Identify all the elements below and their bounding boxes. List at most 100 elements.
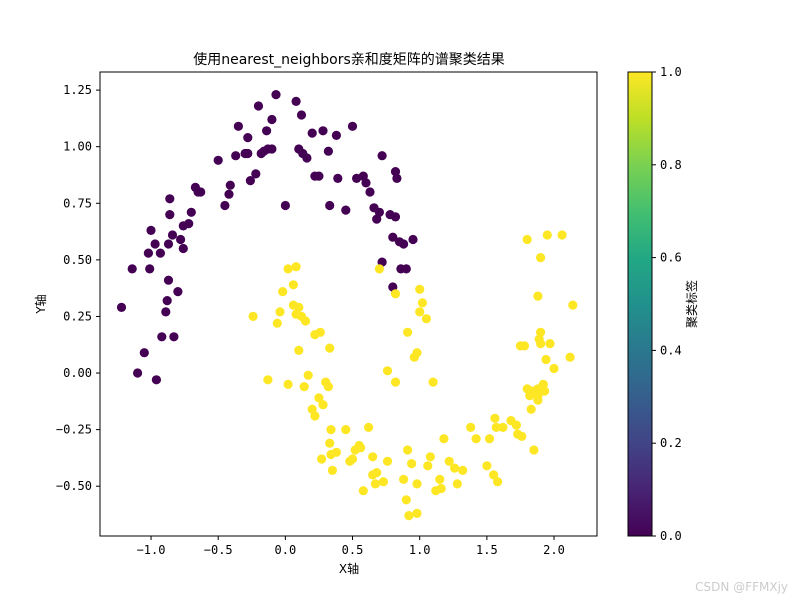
data-point-cluster-1	[288, 280, 298, 290]
data-point-cluster-1	[263, 375, 273, 385]
y-tick-label: 0.50	[63, 253, 92, 267]
data-point-cluster-1	[417, 298, 427, 308]
colorbar-ticks: 0.0 0.2 0.4 0.6 0.8 1.0	[652, 65, 682, 543]
data-point-cluster-1	[541, 354, 551, 365]
data-point-cluster-1	[412, 479, 422, 489]
data-point-cluster-1	[536, 339, 546, 349]
data-point-cluster-1	[484, 434, 495, 444]
data-point-cluster-1	[423, 461, 433, 471]
data-point-cluster-1	[489, 470, 499, 480]
data-point-cluster-1	[403, 327, 413, 337]
data-point-cluster-0	[161, 307, 171, 317]
data-point-cluster-1	[493, 477, 503, 487]
data-point-cluster-1	[435, 474, 445, 484]
y-axis: −0.50 −0.25 0.00 0.25 0.50 0.75 1.00 1.25	[56, 83, 100, 493]
data-point-cluster-1	[283, 379, 293, 389]
data-point-cluster-1	[568, 300, 578, 310]
data-point-cluster-1	[370, 479, 380, 489]
data-point-cluster-0	[245, 176, 255, 186]
data-point-cluster-1	[356, 443, 366, 453]
data-point-cluster-1	[299, 382, 309, 392]
data-point-cluster-0	[143, 248, 153, 258]
data-point-cluster-0	[296, 110, 307, 120]
colorbar-tick-label: 0.0	[660, 529, 682, 543]
data-point-cluster-0	[213, 155, 223, 165]
data-point-cluster-1	[364, 422, 374, 432]
data-point-cluster-0	[251, 169, 261, 179]
colorbar-tick-label: 0.6	[660, 251, 682, 265]
data-point-cluster-0	[333, 173, 343, 183]
data-point-cluster-1	[519, 341, 530, 351]
x-tick-label: 0.0	[275, 543, 297, 557]
data-point-cluster-1	[404, 510, 414, 521]
y-tick-label: −0.25	[56, 423, 92, 437]
data-point-cluster-1	[533, 291, 543, 301]
data-point-cluster-1	[517, 431, 527, 441]
data-point-cluster-1	[421, 314, 431, 324]
data-point-cluster-0	[341, 205, 351, 215]
data-point-cluster-1	[347, 454, 358, 464]
y-tick-label: 1.25	[63, 83, 92, 97]
data-point-cluster-0	[151, 375, 161, 385]
data-point-cluster-1	[382, 456, 393, 466]
data-point-cluster-0	[127, 264, 137, 274]
data-point-cluster-0	[231, 151, 241, 161]
data-point-cluster-1	[536, 327, 546, 337]
data-point-cluster-1	[401, 495, 411, 505]
data-point-cluster-1	[452, 479, 462, 489]
data-point-cluster-0	[390, 212, 401, 222]
colorbar-tick-label: 0.8	[660, 158, 682, 172]
data-point-cluster-0	[253, 101, 264, 111]
data-point-cluster-1	[415, 284, 425, 294]
data-point-cluster-1	[325, 343, 335, 353]
data-point-cluster-0	[399, 239, 409, 249]
data-point-cluster-1	[323, 382, 333, 392]
data-point-cluster-1	[536, 253, 546, 263]
data-point-cluster-1	[272, 318, 282, 328]
data-point-cluster-1	[390, 377, 401, 387]
colorbar-tick-label: 0.4	[660, 343, 682, 357]
data-point-cluster-0	[173, 287, 183, 297]
data-point-cluster-0	[184, 219, 194, 229]
data-point-cluster-0	[163, 239, 174, 249]
data-point-cluster-1	[372, 468, 382, 478]
data-point-cluster-1	[294, 345, 304, 355]
data-point-cluster-1	[471, 434, 481, 444]
data-point-cluster-1	[315, 327, 325, 337]
data-point-cluster-1	[565, 352, 575, 362]
data-point-cluster-0	[291, 96, 301, 106]
data-point-cluster-0	[116, 302, 127, 312]
data-point-cluster-0	[267, 114, 277, 125]
data-point-cluster-0	[388, 232, 398, 242]
data-point-cluster-1	[399, 474, 409, 484]
data-point-cluster-1	[317, 454, 327, 464]
x-tick-label: −0.5	[204, 543, 233, 557]
data-point-cluster-0	[401, 264, 411, 274]
data-point-cluster-1	[291, 262, 301, 272]
data-point-cluster-0	[220, 200, 230, 211]
data-point-cluster-0	[280, 200, 290, 211]
data-point-cluster-1	[436, 483, 446, 494]
y-tick-label: 0.25	[63, 309, 92, 323]
data-point-cluster-0	[150, 239, 160, 249]
data-point-cluster-1	[368, 452, 378, 462]
data-point-cluster-0	[302, 153, 312, 163]
data-point-cluster-1	[545, 339, 555, 349]
data-point-cluster-0	[347, 121, 358, 131]
data-point-cluster-1	[415, 307, 425, 317]
data-point-cluster-0	[139, 348, 149, 358]
data-point-cluster-0	[145, 264, 155, 274]
x-axis-label: X轴	[339, 561, 359, 576]
x-tick-label: 2.0	[543, 543, 565, 557]
data-point-cluster-0	[224, 189, 234, 199]
data-point-cluster-1	[557, 230, 567, 240]
data-point-cluster-0	[233, 121, 243, 131]
data-point-cluster-0	[318, 126, 328, 136]
data-point-cluster-1	[278, 287, 288, 297]
data-point-cluster-0	[267, 144, 277, 154]
colorbar-tick-label: 1.0	[660, 65, 682, 79]
data-point-cluster-0	[271, 90, 281, 100]
data-point-cluster-0	[392, 173, 402, 183]
data-point-cluster-0	[374, 207, 384, 217]
data-point-cluster-1	[450, 463, 460, 473]
